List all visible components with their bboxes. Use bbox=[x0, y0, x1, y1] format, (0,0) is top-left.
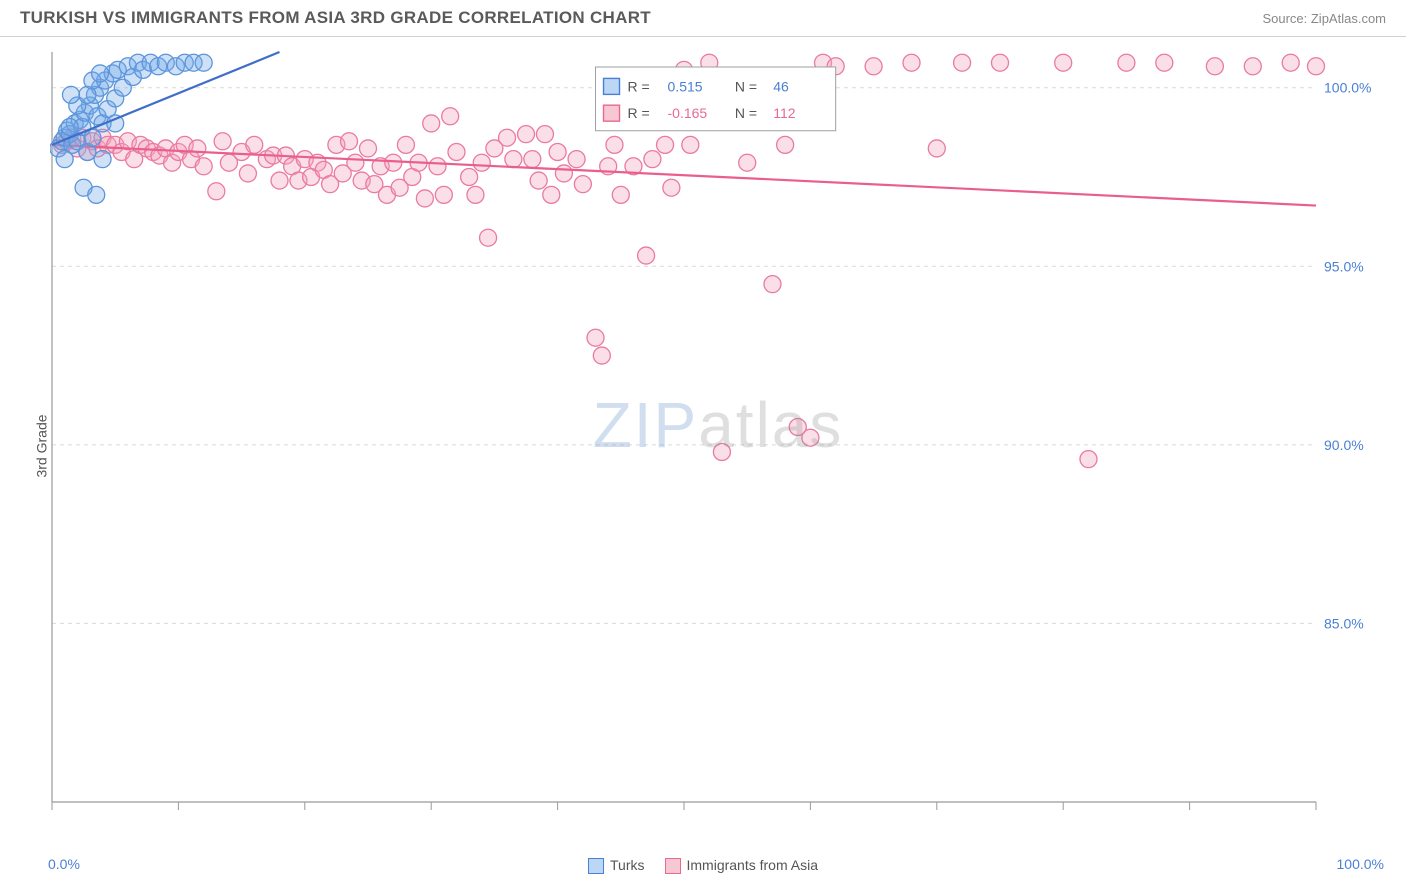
svg-text:N =: N = bbox=[735, 105, 757, 121]
svg-text:90.0%: 90.0% bbox=[1324, 437, 1364, 453]
scatter-plot-svg: 85.0% 90.0% 95.0% 100.0% R = 0.515 N = 46 R = -0.… bbox=[50, 50, 1386, 832]
svg-text:R =: R = bbox=[628, 105, 650, 121]
svg-text:N =: N = bbox=[735, 78, 757, 94]
svg-text:0.515: 0.515 bbox=[668, 78, 703, 94]
legend-swatch-asia bbox=[665, 858, 681, 874]
legend-label-asia: Immigrants from Asia bbox=[687, 857, 818, 873]
svg-text:85.0%: 85.0% bbox=[1324, 615, 1364, 631]
svg-text:95.0%: 95.0% bbox=[1324, 258, 1364, 274]
chart-source: Source: ZipAtlas.com bbox=[1262, 11, 1386, 26]
chart-header: TURKISH VS IMMIGRANTS FROM ASIA 3RD GRAD… bbox=[0, 0, 1406, 37]
svg-text:100.0%: 100.0% bbox=[1324, 80, 1371, 96]
svg-text:112: 112 bbox=[773, 105, 796, 121]
chart-area: 85.0% 90.0% 95.0% 100.0% R = 0.515 N = 46 R = -0.… bbox=[50, 50, 1386, 832]
svg-text:R =: R = bbox=[628, 78, 650, 94]
svg-text:-0.165: -0.165 bbox=[668, 105, 708, 121]
chart-title: TURKISH VS IMMIGRANTS FROM ASIA 3RD GRAD… bbox=[20, 8, 651, 28]
svg-text:46: 46 bbox=[773, 78, 789, 94]
legend-swatch-turks bbox=[588, 858, 604, 874]
bottom-legend: Turks Immigrants from Asia bbox=[0, 857, 1406, 874]
y-axis-label: 3rd Grade bbox=[34, 414, 50, 477]
legend-item-turks: Turks bbox=[588, 857, 644, 874]
legend-item-asia: Immigrants from Asia bbox=[665, 857, 818, 874]
legend-label-turks: Turks bbox=[610, 857, 644, 873]
